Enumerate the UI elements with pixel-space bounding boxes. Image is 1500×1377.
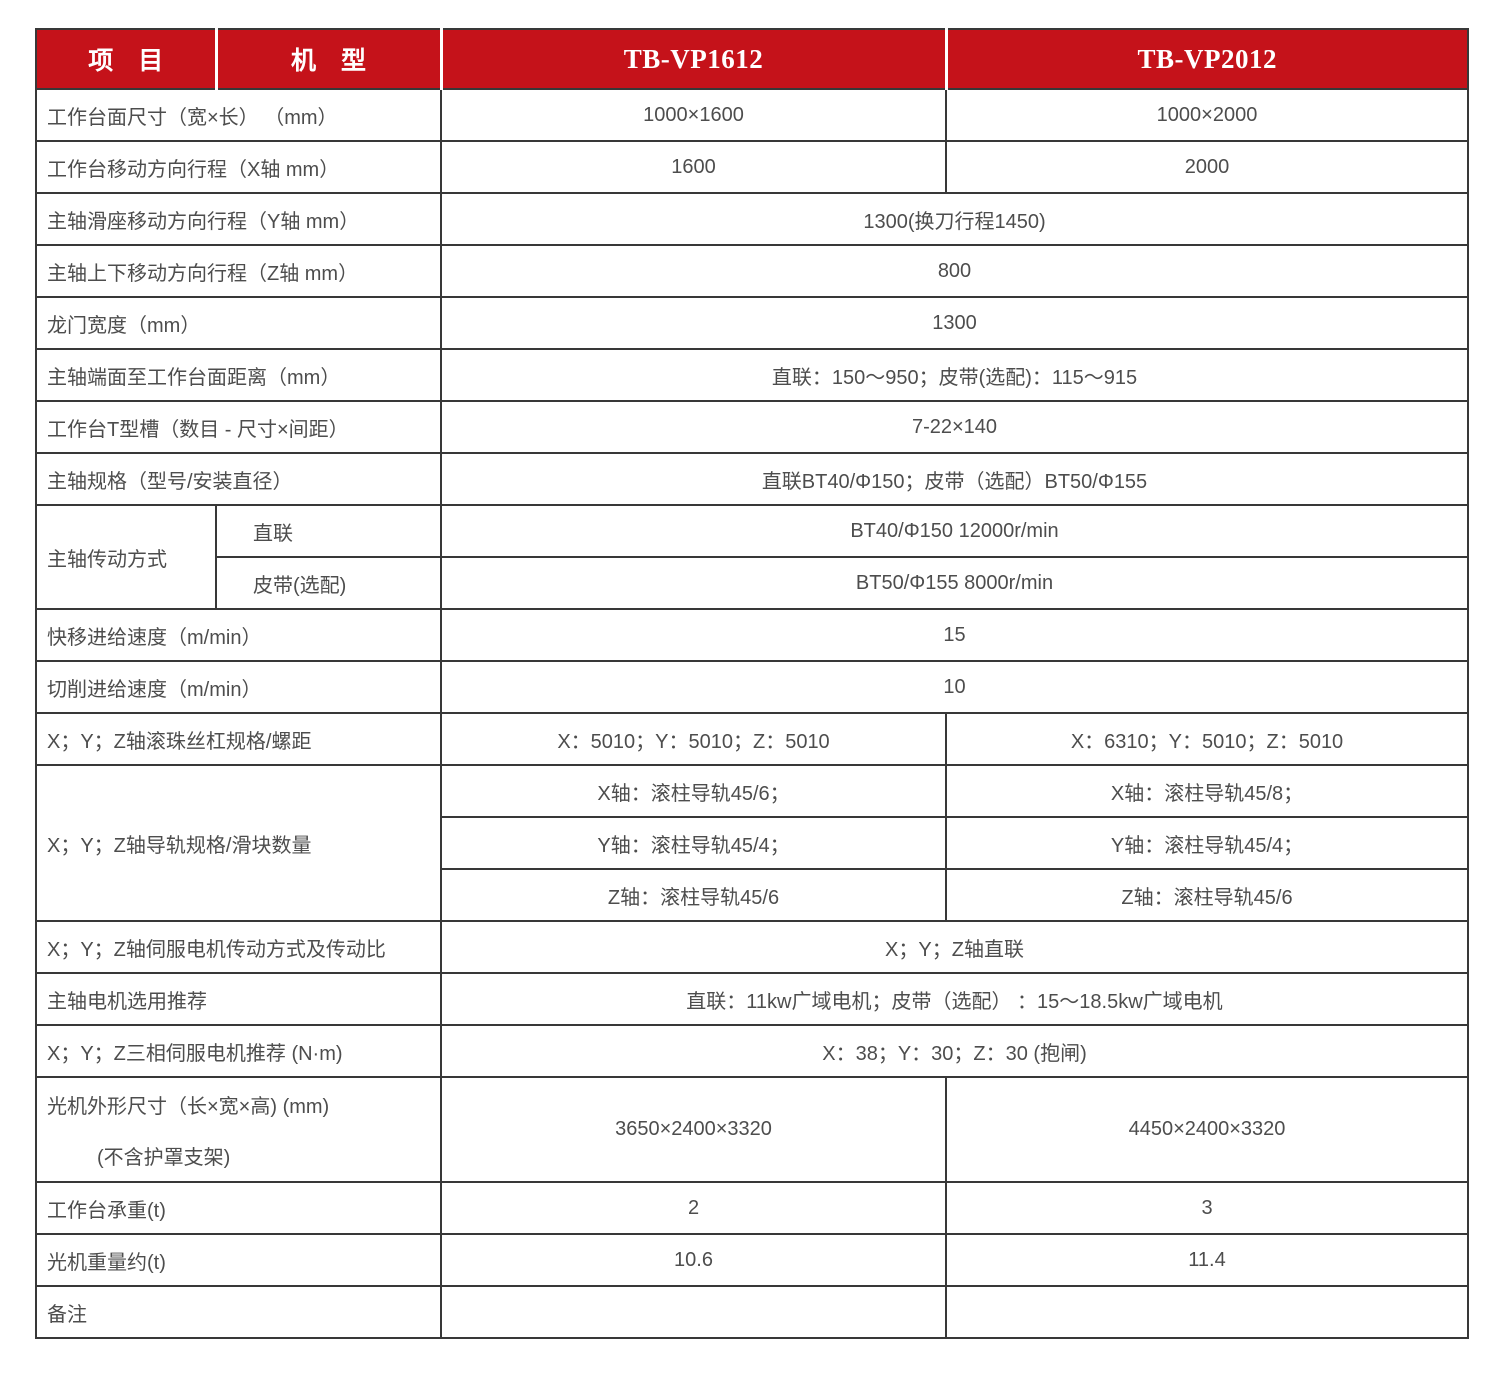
spec-value-shared: BT50/Φ155 8000r/min bbox=[440, 556, 1469, 610]
spec-value-model1: 1600 bbox=[440, 140, 947, 194]
spec-label: 工作台T型槽（数目 - 尺寸×间距） bbox=[35, 400, 442, 454]
spec-label: 主轴滑座移动方向行程（Y轴 mm） bbox=[35, 192, 442, 246]
spec-label: 主轴电机选用推荐 bbox=[35, 972, 442, 1026]
spec-label: X；Y；Z三相伺服电机推荐 (N·m) bbox=[35, 1024, 442, 1078]
spec-value-shared: 1300 bbox=[440, 296, 1469, 350]
row-gantry-width: 龙门宽度（mm） 1300 bbox=[35, 296, 1469, 350]
spec-value-model1: X轴：滚柱导轨45/6； bbox=[440, 764, 947, 818]
spec-label: 主轴上下移动方向行程（Z轴 mm） bbox=[35, 244, 442, 298]
spec-label: 主轴规格（型号/安装直径） bbox=[35, 452, 442, 506]
row-table-load: 工作台承重(t) 2 3 bbox=[35, 1181, 1469, 1235]
spec-value-shared: 直联：11kw广域电机；皮带（选配） ：15～18.5kw广域电机 bbox=[440, 972, 1469, 1026]
spec-label: 切削进给速度（m/min） bbox=[35, 660, 442, 714]
spec-value-model1 bbox=[440, 1285, 947, 1339]
spec-label-line2: (不含护罩支架) bbox=[97, 1146, 231, 1169]
spec-label: 主轴端面至工作台面距离（mm） bbox=[35, 348, 442, 402]
spec-value-model2: 3 bbox=[945, 1181, 1469, 1235]
spec-value-model2: Z轴：滚柱导轨45/6 bbox=[945, 868, 1469, 922]
spec-value-shared: 直联BT40/Φ150；皮带（选配）BT50/Φ155 bbox=[440, 452, 1469, 506]
spec-value-model2: Y轴：滚柱导轨45/4； bbox=[945, 816, 1469, 870]
row-spindle-to-table: 主轴端面至工作台面距离（mm） 直联：150～950；皮带(选配)：115～91… bbox=[35, 348, 1469, 402]
spec-sheet: 项 目 机 型 TB-VP1612 TB-VP2012 工作台面尺寸（宽×长） … bbox=[35, 28, 1469, 1339]
row-guideway-y: Y轴：滚柱导轨45/4； Y轴：滚柱导轨45/4； bbox=[36, 816, 1469, 870]
spec-value-model1: X：5010；Y：5010；Z：5010 bbox=[440, 712, 947, 766]
header-model-cell: 机 型 bbox=[214, 28, 442, 90]
header-row: 项 目 机 型 TB-VP1612 TB-VP2012 bbox=[35, 28, 1469, 90]
spec-value-shared: BT40/Φ150 12000r/min bbox=[440, 504, 1469, 558]
spec-group-label: 主轴传动方式 bbox=[35, 504, 217, 610]
row-spindle-drive-belt: 皮带(选配) BT50/Φ155 8000r/min bbox=[36, 556, 1469, 610]
spec-sublabel-belt: 皮带(选配) bbox=[215, 556, 442, 610]
row-table-size: 工作台面尺寸（宽×长） （mm） 1000×1600 1000×2000 bbox=[35, 88, 1469, 142]
row-machine-weight: 光机重量约(t) 10.6 11.4 bbox=[35, 1233, 1469, 1287]
row-machine-dimensions: 光机外形尺寸（长×宽×高) (mm) (不含护罩支架) 3650×2400×33… bbox=[35, 1076, 1469, 1183]
spec-value-model1: Y轴：滚柱导轨45/4； bbox=[440, 816, 947, 870]
spec-label: 工作台移动方向行程（X轴 mm） bbox=[35, 140, 442, 194]
header-model1-cell: TB-VP1612 bbox=[439, 28, 947, 90]
spec-group-label: X；Y；Z轴导轨规格/滑块数量 bbox=[35, 764, 442, 922]
row-spindle-spec: 主轴规格（型号/安装直径） 直联BT40/Φ150；皮带（选配）BT50/Φ15… bbox=[35, 452, 1469, 506]
spec-value-shared: 800 bbox=[440, 244, 1469, 298]
spec-table: 项 目 机 型 TB-VP1612 TB-VP2012 工作台面尺寸（宽×长） … bbox=[35, 28, 1469, 1339]
spec-value-shared: 1300(换刀行程1450) bbox=[440, 192, 1469, 246]
spec-value-model1: 3650×2400×3320 bbox=[440, 1076, 947, 1183]
row-servo-transmission: X；Y；Z轴伺服电机传动方式及传动比 X；Y；Z轴直联 bbox=[35, 920, 1469, 974]
spec-value-model2: X轴：滚柱导轨45/8； bbox=[945, 764, 1469, 818]
row-t-slots: 工作台T型槽（数目 - 尺寸×间距） 7-22×140 bbox=[35, 400, 1469, 454]
row-guideway-z: Z轴：滚柱导轨45/6 Z轴：滚柱导轨45/6 bbox=[36, 868, 1469, 922]
row-y-travel: 主轴滑座移动方向行程（Y轴 mm） 1300(换刀行程1450) bbox=[35, 192, 1469, 246]
spec-value-model1: 10.6 bbox=[440, 1233, 947, 1287]
spec-value-model1: 1000×1600 bbox=[440, 88, 947, 142]
spec-value-model2: 1000×2000 bbox=[945, 88, 1469, 142]
spec-value-shared: 10 bbox=[440, 660, 1469, 714]
spec-value-model2: 2000 bbox=[945, 140, 1469, 194]
spec-value-model1: 2 bbox=[440, 1181, 947, 1235]
row-ballscrew: X；Y；Z轴滚珠丝杠规格/螺距 X：5010；Y：5010；Z：5010 X：6… bbox=[35, 712, 1469, 766]
row-z-travel: 主轴上下移动方向行程（Z轴 mm） 800 bbox=[35, 244, 1469, 298]
row-cutting-feed: 切削进给速度（m/min） 10 bbox=[35, 660, 1469, 714]
row-rapid-feed: 快移进给速度（m/min） 15 bbox=[35, 608, 1469, 662]
row-spindle-drive-direct: 主轴传动方式 直联 BT40/Φ150 12000r/min bbox=[35, 504, 1469, 610]
spec-label-line1: 光机外形尺寸（长×宽×高) (mm) bbox=[47, 1095, 330, 1118]
header-item-cell: 项 目 bbox=[35, 28, 217, 90]
spec-value-shared: 直联：150～950；皮带(选配)：115～915 bbox=[440, 348, 1469, 402]
spec-value-model2: 11.4 bbox=[945, 1233, 1469, 1287]
spec-label: 工作台面尺寸（宽×长） （mm） bbox=[35, 88, 442, 142]
header-model2-cell: TB-VP2012 bbox=[944, 28, 1469, 90]
spec-label: 光机重量约(t) bbox=[35, 1233, 442, 1287]
spec-value-shared: X：38；Y：30；Z：30 (抱闸) bbox=[440, 1024, 1469, 1078]
spec-value-model2 bbox=[945, 1285, 1469, 1339]
spec-label: 快移进给速度（m/min） bbox=[35, 608, 442, 662]
row-x-travel: 工作台移动方向行程（X轴 mm） 1600 2000 bbox=[35, 140, 1469, 194]
spec-value-shared: 15 bbox=[440, 608, 1469, 662]
spec-value-shared: 7-22×140 bbox=[440, 400, 1469, 454]
row-guideway-x: X；Y；Z轴导轨规格/滑块数量 X轴：滚柱导轨45/6； X轴：滚柱导轨45/8… bbox=[35, 764, 1469, 922]
spec-label: 光机外形尺寸（长×宽×高) (mm) (不含护罩支架) bbox=[35, 1076, 442, 1183]
spec-value-model2: X：6310；Y：5010；Z：5010 bbox=[945, 712, 1469, 766]
spec-label: X；Y；Z轴滚珠丝杠规格/螺距 bbox=[35, 712, 442, 766]
spec-label: 备注 bbox=[35, 1285, 442, 1339]
spec-value-shared: X；Y；Z轴直联 bbox=[440, 920, 1469, 974]
row-remarks: 备注 bbox=[35, 1285, 1469, 1339]
row-spindle-motor: 主轴电机选用推荐 直联：11kw广域电机；皮带（选配） ：15～18.5kw广域… bbox=[35, 972, 1469, 1026]
spec-value-model2: 4450×2400×3320 bbox=[945, 1076, 1469, 1183]
spec-label: 龙门宽度（mm） bbox=[35, 296, 442, 350]
spec-sublabel-direct: 直联 bbox=[215, 504, 442, 558]
spec-value-model1: Z轴：滚柱导轨45/6 bbox=[440, 868, 947, 922]
spec-label: X；Y；Z轴伺服电机传动方式及传动比 bbox=[35, 920, 442, 974]
spec-label: 工作台承重(t) bbox=[35, 1181, 442, 1235]
row-servo-motor-torque: X；Y；Z三相伺服电机推荐 (N·m) X：38；Y：30；Z：30 (抱闸) bbox=[35, 1024, 1469, 1078]
